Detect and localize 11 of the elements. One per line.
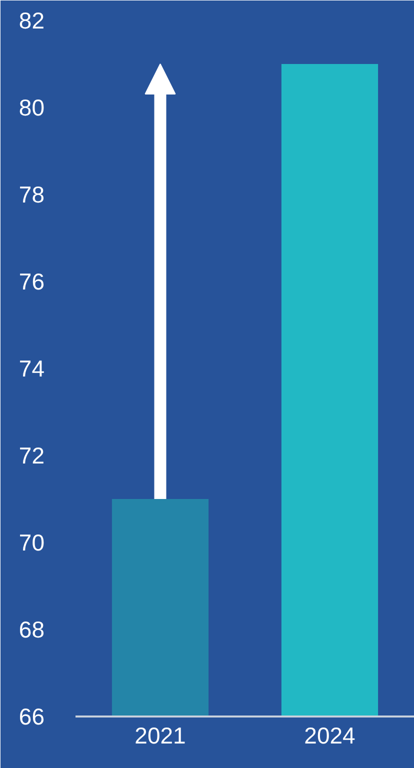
y-tick-label: 78 [18, 182, 45, 208]
y-tick-label: 82 [18, 8, 45, 34]
y-tick-label: 80 [18, 94, 45, 120]
y-tick-label: 76 [18, 268, 45, 294]
y-tick-label: 72 [18, 442, 45, 468]
y-tick-label: 68 [18, 616, 45, 642]
y-tick-label: 74 [18, 356, 45, 382]
y-tick-label: 66 [18, 704, 45, 730]
y-tick-label: 70 [18, 530, 45, 556]
x-tick-label: 2024 [304, 722, 356, 748]
x-tick-label: 2021 [134, 722, 186, 748]
